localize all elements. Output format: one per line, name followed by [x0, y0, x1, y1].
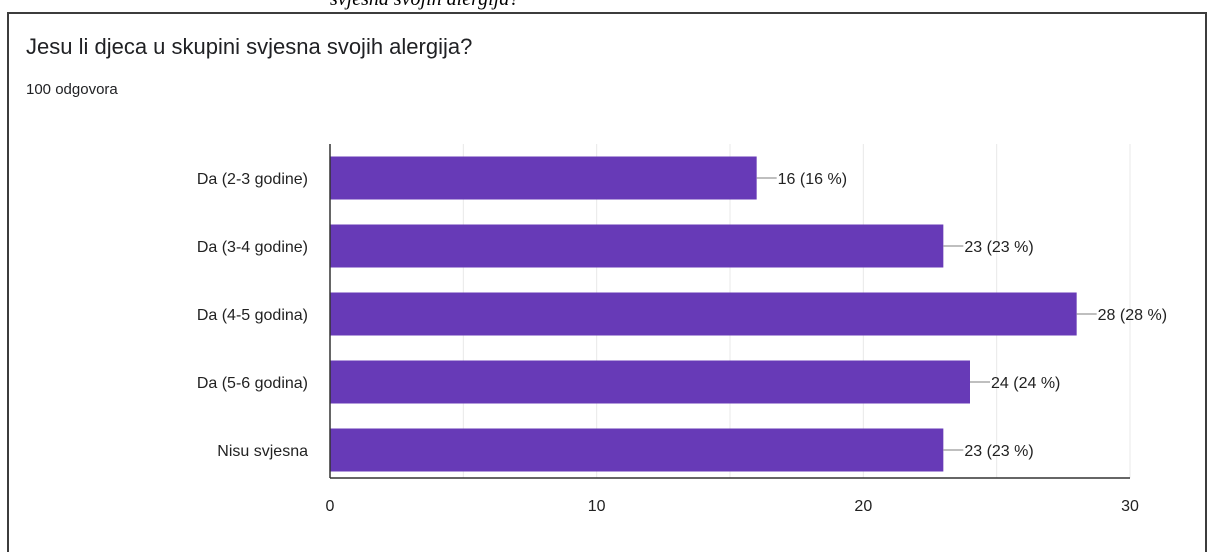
- bar-4: [330, 428, 944, 472]
- data-label: 16 (16 %): [778, 171, 847, 188]
- category-label: Da (5-6 godina): [197, 375, 308, 392]
- caption-text: svjesna svojih alergija?: [330, 0, 519, 11]
- category-label: Nisu svjesna: [217, 443, 308, 460]
- category-label: Da (4-5 godina): [197, 307, 308, 324]
- data-label: 28 (28 %): [1098, 307, 1167, 324]
- bar-3: [330, 360, 970, 404]
- x-tick-label: 30: [1121, 498, 1139, 515]
- bar-2: [330, 292, 1077, 336]
- bar-0: [330, 156, 757, 200]
- question-title: Jesu li djeca u skupini svjesna svojih a…: [26, 34, 473, 59]
- category-label: Da (3-4 godine): [197, 239, 308, 256]
- bar-1: [330, 224, 944, 268]
- category-label: Da (2-3 godine): [197, 171, 308, 188]
- x-tick-label: 10: [588, 498, 606, 515]
- response-count: 100 odgovora: [26, 81, 118, 98]
- document-caption-fragment: svjesna svojih alergija?: [0, 0, 1217, 12]
- data-label: 23 (23 %): [964, 443, 1033, 460]
- x-tick-label: 0: [326, 498, 335, 515]
- data-label: 23 (23 %): [964, 239, 1033, 256]
- data-label: 24 (24 %): [991, 375, 1060, 392]
- x-tick-label: 20: [854, 498, 872, 515]
